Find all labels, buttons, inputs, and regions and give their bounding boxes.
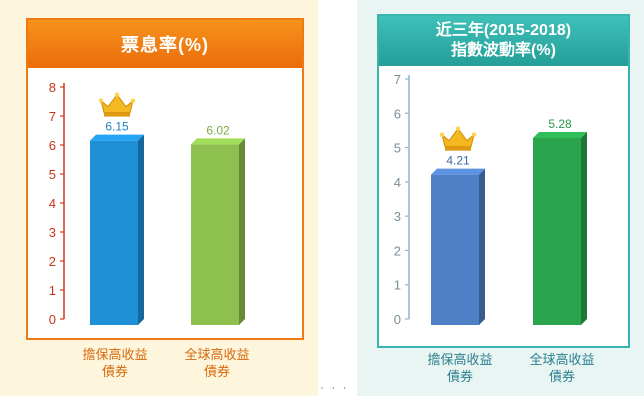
category-line: 債券 [548, 369, 575, 384]
category-line: 擔保高收益 [427, 352, 493, 367]
data-label: 6.15 [105, 120, 129, 134]
y-tick-label: 7 [49, 109, 56, 124]
bar-top [431, 168, 485, 175]
bar-side [581, 131, 587, 325]
crown-jewel [455, 126, 461, 131]
bar [431, 174, 479, 325]
data-label: 6.02 [206, 123, 230, 137]
category-line: 債券 [101, 364, 128, 379]
crown-body [441, 127, 475, 148]
volatility-category-label-1: 擔保高收益 債券 [415, 351, 505, 385]
y-tick-label: 7 [394, 72, 401, 87]
coupon-rate-category-label-2: 全球高收益 債券 [172, 346, 262, 380]
y-tick-label: 1 [394, 278, 401, 293]
coupon-rate-panel: 票息率(%) 0 1 2 3 4 5 6 7 8 6.15 6.02 擔保高收益 債券 全球高收益 … [0, 0, 318, 396]
coupon-rate-bar-chart: 0 1 2 3 4 5 6 7 8 6.15 6.02 [49, 80, 245, 327]
crown-band [445, 146, 471, 151]
y-tick-label: 3 [49, 225, 56, 240]
crown-jewel [114, 92, 120, 97]
category-line: 全球高收益 [184, 347, 250, 362]
bar-top [90, 134, 144, 141]
bar [90, 140, 138, 325]
volatility-category-label-2: 全球高收益 債券 [517, 351, 607, 385]
crown-body [100, 93, 134, 114]
bar-top [191, 138, 245, 145]
y-tick-label: 2 [49, 254, 56, 269]
y-tick-label: 4 [49, 196, 56, 211]
y-tick-label: 1 [49, 283, 56, 298]
y-tick-label: 4 [394, 175, 401, 190]
crown-jewel [98, 98, 104, 103]
volatility-title-line-1: 近三年(2015-2018) [435, 22, 572, 39]
y-tick-label: 6 [49, 138, 56, 153]
coupon-rate-title-text: 票息率(%) [121, 35, 209, 55]
y-tick-label: 3 [394, 209, 401, 224]
category-line: 全球高收益 [529, 352, 595, 367]
y-tick-label: 5 [49, 167, 56, 182]
bar-top [533, 131, 587, 138]
bar [533, 137, 581, 325]
crown-icon [98, 92, 136, 117]
crown-jewel [130, 98, 136, 103]
crown-jewel [439, 132, 445, 137]
coupon-rate-chart-frame: 票息率(%) [26, 18, 304, 340]
crown-icon [439, 126, 477, 151]
volatility-title-line-2: 指數波動率(%) [451, 42, 556, 59]
volatility-chart-frame: 近三年(2015-2018) 指數波動率(%) [377, 14, 630, 348]
bar [191, 144, 239, 325]
y-tick-label: 0 [394, 312, 401, 327]
bar-side [239, 138, 245, 325]
y-tick-label: 6 [394, 106, 401, 121]
data-label: 4.21 [446, 154, 470, 168]
coupon-rate-category-label-1: 擔保高收益 債券 [70, 346, 160, 380]
ellipsis-mark: · · · [320, 380, 349, 394]
crown-band [104, 112, 130, 117]
data-label: 5.28 [548, 117, 572, 131]
volatility-panel: 近三年(2015-2018) 指數波動率(%) 0 1 2 3 4 5 6 7 4.21 5.28… [357, 0, 644, 396]
y-tick-label: 5 [394, 141, 401, 156]
y-tick-label: 2 [394, 243, 401, 258]
coupon-rate-chart-title: 票息率(%) [28, 20, 302, 68]
category-line: 擔保高收益 [82, 347, 148, 362]
y-tick-label: 0 [49, 312, 56, 327]
bar-side [138, 134, 144, 325]
category-line: 債券 [446, 369, 473, 384]
bar-side [479, 168, 485, 325]
category-line: 債券 [203, 364, 230, 379]
volatility-bar-chart: 0 1 2 3 4 5 6 7 4.21 5.28 [394, 72, 587, 327]
y-tick-label: 8 [49, 80, 56, 95]
crown-jewel [471, 132, 477, 137]
volatility-chart-title: 近三年(2015-2018) 指數波動率(%) [379, 16, 628, 66]
